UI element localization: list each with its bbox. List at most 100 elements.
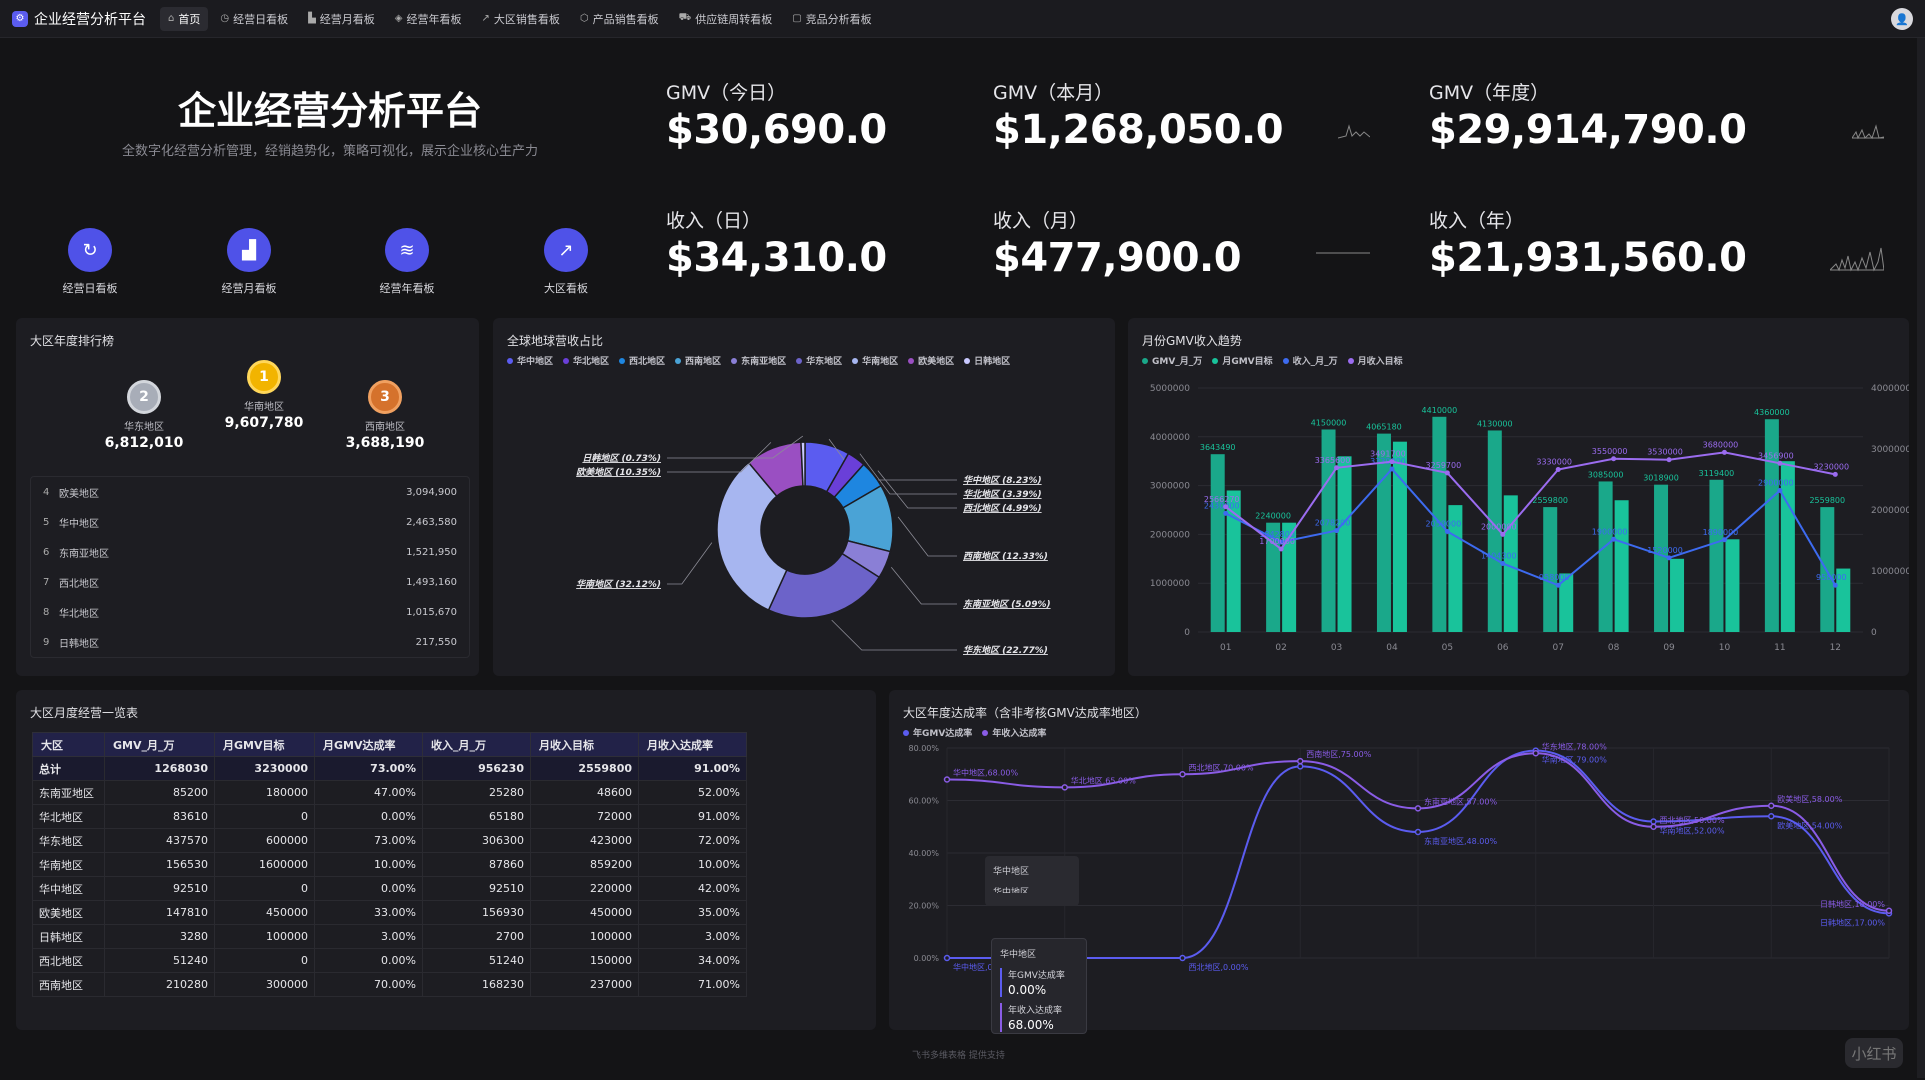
legend-item[interactable]: GMV_月_万 bbox=[1142, 354, 1202, 367]
legend-item[interactable]: 西南地区 bbox=[675, 354, 721, 367]
legend-item[interactable]: 月GMV目标 bbox=[1212, 354, 1273, 367]
series-point[interactable] bbox=[1555, 466, 1561, 472]
series-point[interactable] bbox=[1414, 828, 1422, 836]
series-point[interactable] bbox=[1278, 546, 1284, 552]
quicknav-year[interactable]: ≋ 经营年看板 bbox=[357, 228, 457, 296]
series-point[interactable] bbox=[1532, 750, 1539, 757]
series-point[interactable] bbox=[1389, 466, 1395, 472]
legend-item[interactable]: 年收入达成率 bbox=[982, 726, 1046, 739]
series-point[interactable] bbox=[1768, 813, 1775, 820]
series-point[interactable] bbox=[1650, 818, 1657, 825]
series-point[interactable] bbox=[1500, 531, 1506, 537]
bar[interactable] bbox=[1820, 507, 1835, 632]
series-point[interactable] bbox=[1650, 823, 1657, 830]
series-point[interactable] bbox=[1832, 471, 1838, 477]
legend-item[interactable]: 西北地区 bbox=[619, 354, 665, 367]
bar[interactable] bbox=[1448, 505, 1463, 632]
series-point[interactable] bbox=[1297, 763, 1304, 770]
pie-slice[interactable] bbox=[800, 441, 806, 487]
series-point[interactable] bbox=[1223, 510, 1229, 516]
bar[interactable] bbox=[1392, 441, 1407, 632]
series-point[interactable] bbox=[1179, 771, 1186, 778]
bar[interactable] bbox=[1836, 568, 1851, 632]
bar[interactable] bbox=[1725, 539, 1740, 632]
nav-tab[interactable]: ⬡ 产品销售看板 bbox=[572, 7, 667, 31]
pie-slice[interactable] bbox=[716, 461, 788, 612]
bar[interactable] bbox=[1559, 573, 1574, 632]
legend-item[interactable]: 东南亚地区 bbox=[731, 354, 786, 367]
bar[interactable] bbox=[1670, 558, 1685, 632]
legend-item[interactable]: 华中地区 bbox=[507, 354, 553, 367]
bar[interactable] bbox=[1780, 461, 1795, 632]
bar[interactable] bbox=[1614, 500, 1629, 632]
series-point[interactable] bbox=[1777, 487, 1783, 493]
nav-tab[interactable]: ▢ 竞品分析看板 bbox=[784, 7, 879, 31]
nav-tab[interactable]: ⌂ 首页 bbox=[160, 6, 209, 31]
bar[interactable] bbox=[1764, 419, 1779, 632]
series-point[interactable] bbox=[1278, 539, 1284, 545]
series-point[interactable] bbox=[1555, 582, 1561, 588]
nav-tab[interactable]: ⛟ 供应链周转看板 bbox=[671, 7, 781, 31]
nav-tab[interactable]: ◈ 经营年看板 bbox=[387, 7, 470, 31]
series-point[interactable] bbox=[1885, 907, 1893, 914]
bar[interactable] bbox=[1210, 454, 1225, 632]
legend-item[interactable]: 华北地区 bbox=[563, 354, 609, 367]
nav-tab[interactable]: ▙ 经营月看板 bbox=[300, 7, 383, 31]
series-point[interactable] bbox=[1611, 456, 1617, 462]
table-cell: 92510 bbox=[104, 876, 215, 901]
pie-slice[interactable] bbox=[767, 552, 881, 619]
ranking-region: 日韩地区 bbox=[59, 638, 99, 650]
bar[interactable] bbox=[1282, 522, 1297, 632]
series-point[interactable] bbox=[943, 776, 951, 783]
bar[interactable] bbox=[1709, 479, 1724, 632]
series-point[interactable] bbox=[1223, 504, 1229, 510]
bar[interactable] bbox=[1266, 522, 1281, 632]
bar[interactable] bbox=[1654, 484, 1669, 632]
bar[interactable] bbox=[1487, 430, 1502, 632]
dropdown-item[interactable]: 华中地区 bbox=[993, 888, 1030, 893]
series-point[interactable] bbox=[1777, 460, 1783, 466]
bar[interactable] bbox=[1598, 481, 1613, 632]
bar[interactable] bbox=[1321, 429, 1336, 632]
quicknav-month[interactable]: ▟ 经营月看板 bbox=[199, 228, 299, 296]
legend-item[interactable]: 收入_月_万 bbox=[1282, 354, 1338, 367]
series-point[interactable] bbox=[1666, 457, 1672, 463]
quicknav-day[interactable]: ↻ 经营日看板 bbox=[40, 228, 140, 296]
legend-item[interactable]: 华南地区 bbox=[852, 354, 898, 367]
series-point[interactable] bbox=[1444, 470, 1450, 476]
series-point[interactable] bbox=[1721, 449, 1727, 455]
series-point[interactable] bbox=[1666, 555, 1672, 561]
series-point[interactable] bbox=[1721, 537, 1727, 543]
legend-item[interactable]: 欧美地区 bbox=[908, 354, 954, 367]
brand[interactable]: ⚙ 企业经营分析平台 bbox=[12, 9, 146, 29]
series-point[interactable] bbox=[943, 954, 951, 962]
series-point[interactable] bbox=[1444, 529, 1450, 535]
series-point[interactable] bbox=[1832, 582, 1838, 588]
table-cell: 34.00% bbox=[638, 948, 747, 973]
series-point[interactable] bbox=[1414, 805, 1422, 812]
series-point[interactable] bbox=[1334, 465, 1340, 471]
series-point[interactable] bbox=[1611, 536, 1617, 542]
tooltip-dropdown[interactable]: 华中地区 华中地区 bbox=[985, 856, 1079, 906]
legend-item[interactable]: 华东地区 bbox=[796, 354, 842, 367]
nav-tab[interactable]: ↗ 大区销售看板 bbox=[474, 7, 568, 31]
series-point[interactable] bbox=[1061, 784, 1068, 791]
dropdown-item[interactable]: 华中地区 bbox=[993, 867, 1030, 877]
bar[interactable] bbox=[1226, 490, 1241, 632]
series-point[interactable] bbox=[1334, 528, 1340, 534]
bar[interactable] bbox=[1337, 456, 1352, 632]
scrollbar[interactable] bbox=[1917, 38, 1925, 1078]
quicknav-region[interactable]: ↗ 大区看板 bbox=[516, 228, 616, 296]
series-point[interactable] bbox=[1389, 459, 1395, 465]
legend-item[interactable]: 年GMV达成率 bbox=[903, 726, 972, 739]
series-point[interactable] bbox=[1500, 560, 1506, 566]
user-avatar-icon[interactable]: 👤 bbox=[1891, 8, 1913, 30]
bar[interactable] bbox=[1543, 507, 1558, 632]
nav-tab[interactable]: ◷ 经营日看板 bbox=[212, 7, 296, 31]
series-point[interactable] bbox=[1179, 954, 1186, 962]
x-tick: 07 bbox=[1552, 643, 1563, 653]
series-point[interactable] bbox=[1297, 757, 1304, 765]
series-point[interactable] bbox=[1768, 802, 1775, 809]
legend-item[interactable]: 日韩地区 bbox=[964, 354, 1010, 367]
legend-item[interactable]: 月收入目标 bbox=[1347, 354, 1403, 367]
